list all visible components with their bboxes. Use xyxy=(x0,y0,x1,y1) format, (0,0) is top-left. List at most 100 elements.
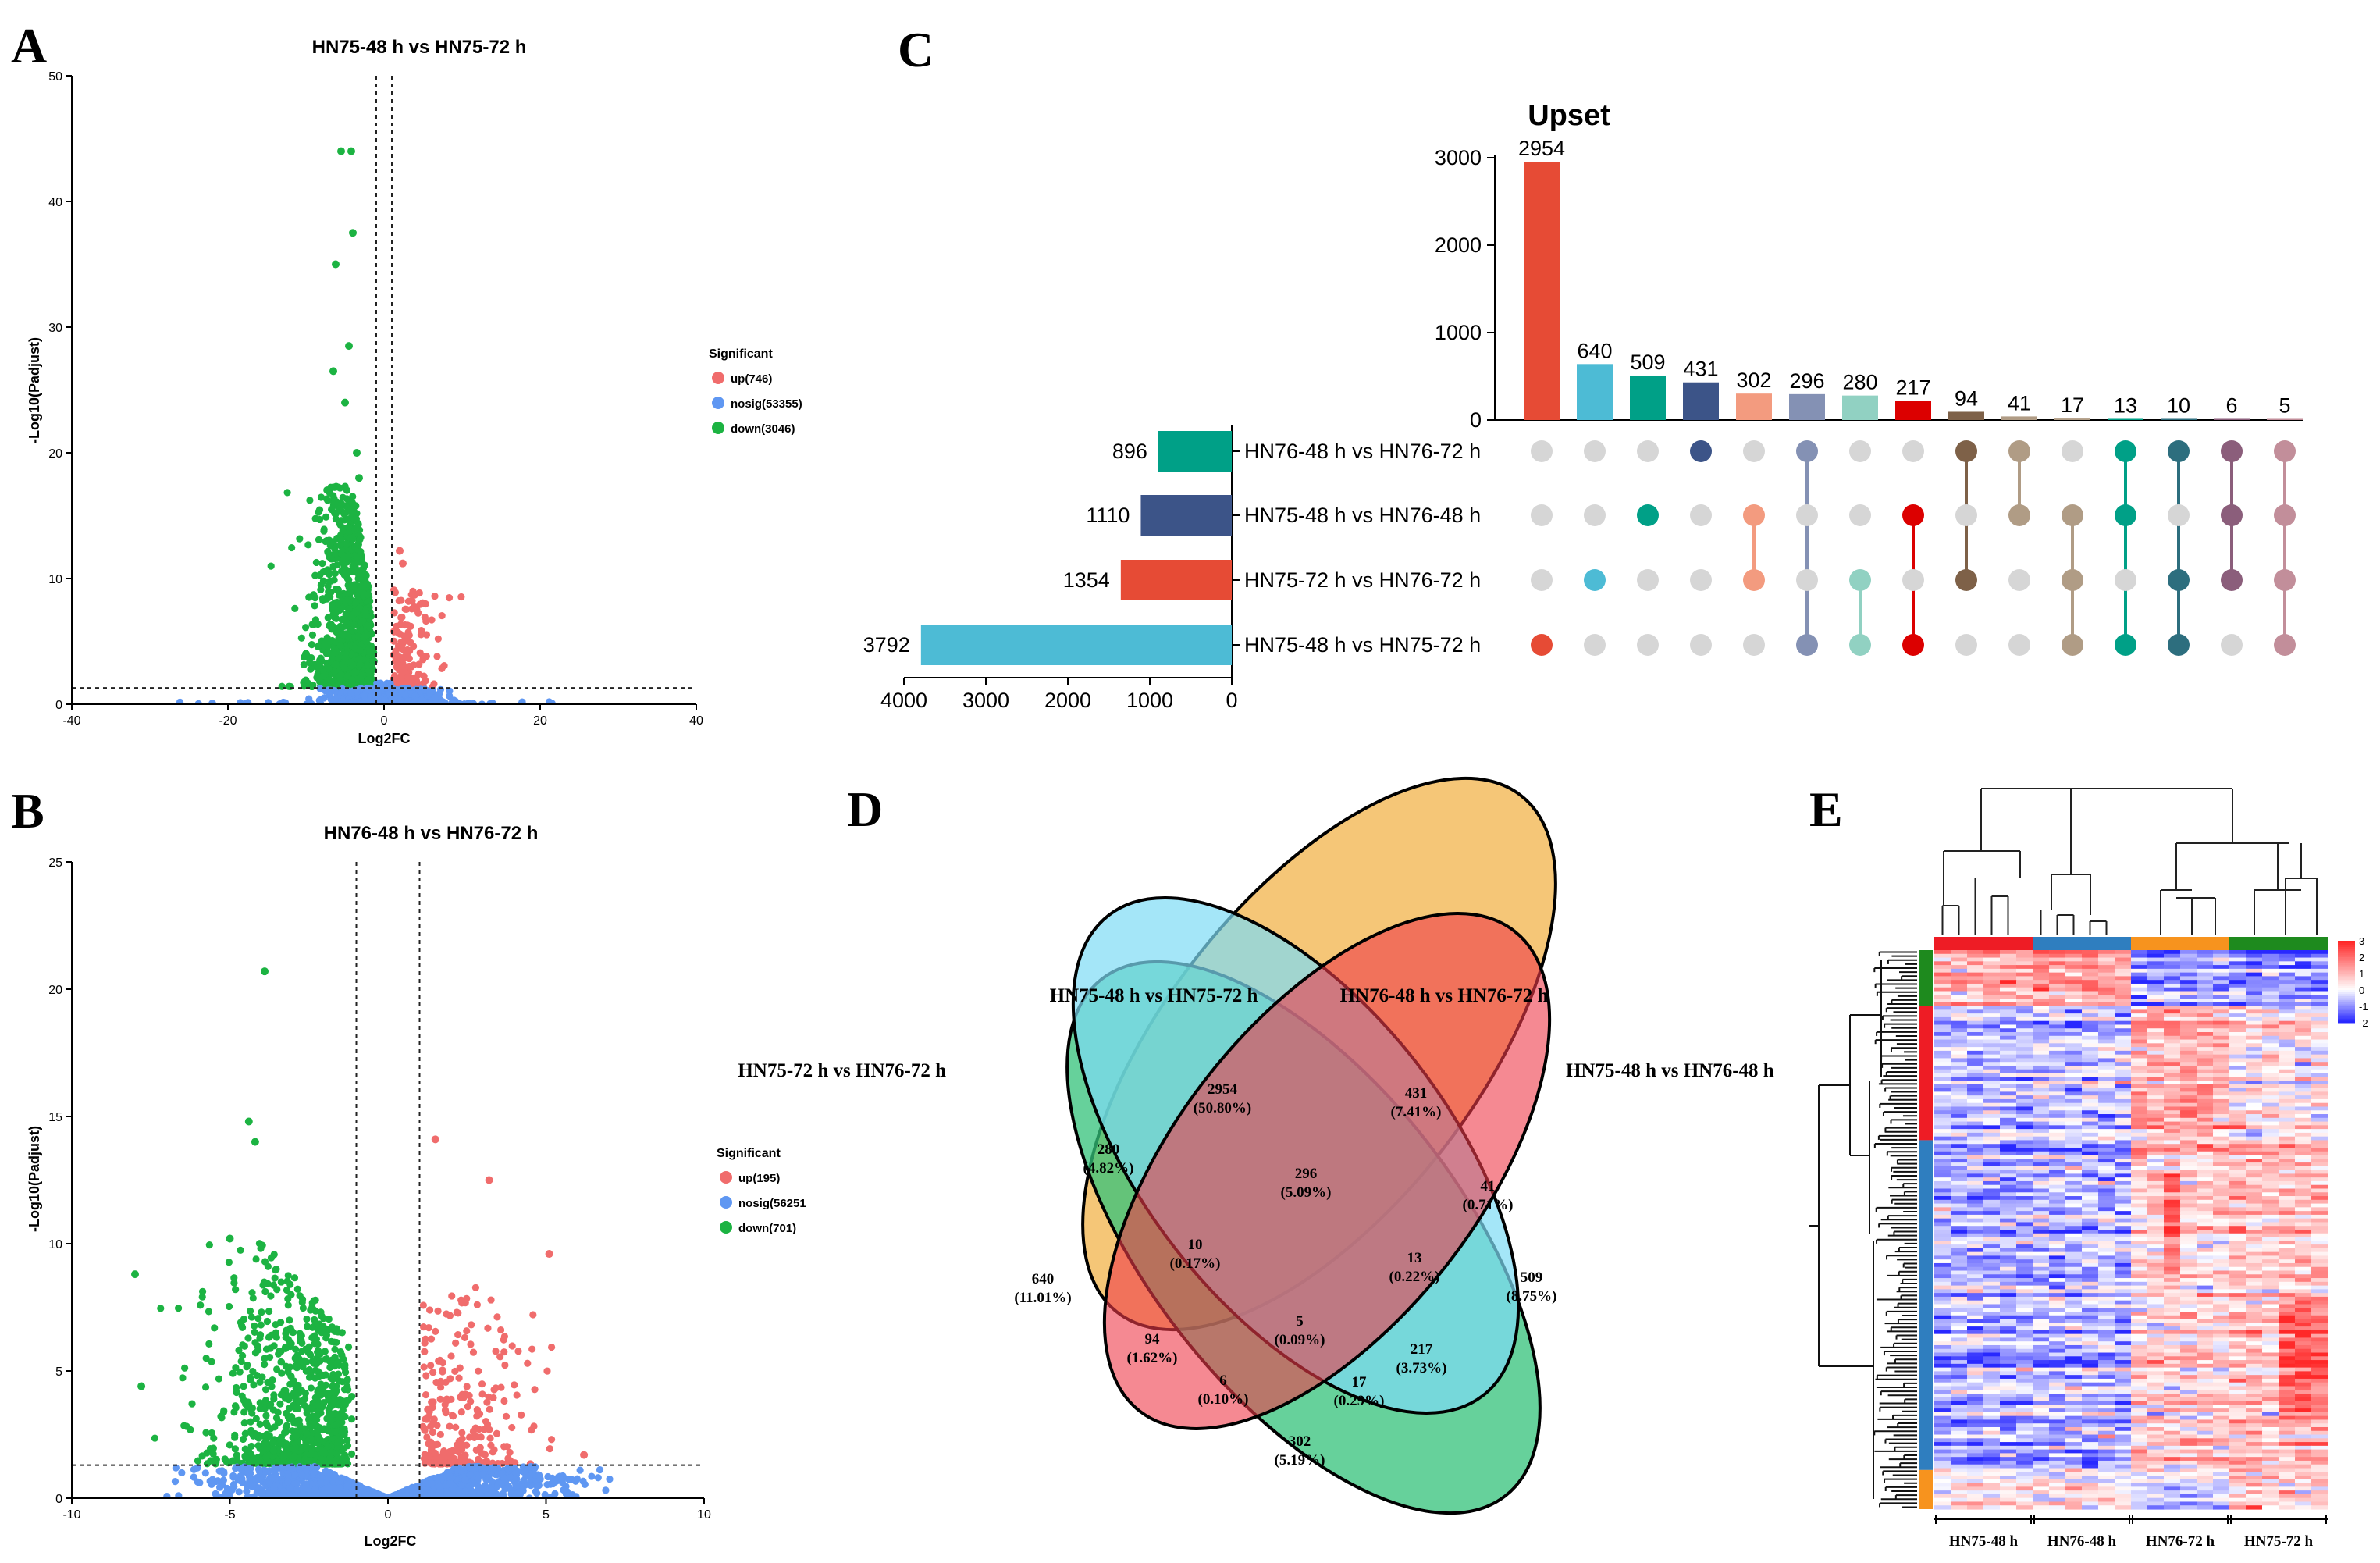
intersection-bar xyxy=(2214,418,2250,420)
data-point xyxy=(443,1490,451,1498)
x-tick-label: -10 xyxy=(62,1508,80,1522)
data-point xyxy=(447,1352,455,1360)
data-point xyxy=(344,681,352,689)
data-point xyxy=(239,1341,247,1349)
data-point xyxy=(467,1340,475,1348)
data-point xyxy=(449,1412,457,1419)
data-point xyxy=(302,650,310,658)
data-point xyxy=(340,1430,348,1439)
data-point xyxy=(249,1294,257,1302)
data-point xyxy=(279,1457,288,1465)
data-point xyxy=(428,1460,436,1468)
data-point xyxy=(336,520,343,528)
data-point xyxy=(482,1418,490,1426)
intersection-bar xyxy=(2267,418,2303,420)
matrix-dot-inactive xyxy=(1796,569,1818,591)
volcano-plot-b: HN76-48 h vs HN76-72 h -Log10(Padjust) L… xyxy=(27,823,806,1549)
matrix-dot-active xyxy=(1796,440,1818,462)
legend-item: up(195) xyxy=(738,1172,780,1185)
legend-item: down(701) xyxy=(738,1222,796,1235)
data-point xyxy=(422,1390,430,1399)
data-point xyxy=(361,561,368,569)
data-point xyxy=(356,627,364,635)
data-point xyxy=(330,606,338,614)
data-point xyxy=(392,647,400,655)
data-point xyxy=(327,555,335,563)
data-point xyxy=(344,581,352,589)
data-point xyxy=(303,1323,311,1330)
data-point xyxy=(426,689,434,696)
upset-y-tick-label: 1000 xyxy=(1435,321,1482,344)
legend-title: Significant xyxy=(717,1147,781,1160)
venn-region-count: 280 xyxy=(1098,1141,1120,1158)
intersection-value-label: 41 xyxy=(2008,391,2031,415)
data-point xyxy=(439,1358,446,1367)
data-point xyxy=(308,682,316,691)
data-point xyxy=(353,449,361,457)
data-point xyxy=(337,535,345,543)
matrix-dot-active xyxy=(1902,504,1924,526)
data-point xyxy=(325,1315,333,1323)
data-point xyxy=(465,700,473,704)
data-point xyxy=(446,1447,454,1455)
data-point xyxy=(402,634,411,642)
data-point xyxy=(226,1234,234,1243)
data-point xyxy=(431,593,439,600)
data-point xyxy=(560,1486,567,1494)
data-point xyxy=(322,513,330,521)
data-point xyxy=(468,1321,475,1329)
legend-marker xyxy=(720,1196,732,1209)
matrix-dot-inactive xyxy=(1637,569,1659,591)
y-tick-label: 15 xyxy=(48,1111,62,1124)
data-point xyxy=(317,581,325,589)
matrix-dot-active xyxy=(1796,634,1818,656)
data-point xyxy=(283,1326,290,1334)
data-point xyxy=(331,1395,339,1403)
x-tick-label: -5 xyxy=(224,1508,235,1522)
data-point xyxy=(248,1409,256,1417)
volcano-plot-a: HN75-48 h vs HN75-72 h -Log10(Padjust) L… xyxy=(27,37,802,746)
data-point xyxy=(329,1376,336,1383)
data-point xyxy=(514,1348,522,1355)
data-point xyxy=(368,1493,375,1498)
matrix-dot-active xyxy=(2274,569,2296,591)
y-tick-label: 0 xyxy=(55,1493,62,1506)
data-point xyxy=(547,1343,556,1351)
data-point xyxy=(269,1439,277,1447)
venn-region-count: 13 xyxy=(1407,1250,1422,1266)
data-point xyxy=(175,1304,183,1312)
y-tick-label: 20 xyxy=(48,984,62,997)
set-size-value: 896 xyxy=(1112,440,1147,463)
data-point xyxy=(316,571,324,579)
data-point xyxy=(478,1380,486,1388)
data-point xyxy=(429,1369,437,1376)
data-point xyxy=(334,654,342,662)
data-point xyxy=(361,571,369,579)
data-point xyxy=(252,1255,260,1263)
data-point xyxy=(171,1477,180,1486)
data-point xyxy=(242,1400,250,1408)
data-point xyxy=(311,1486,319,1494)
data-point xyxy=(235,1488,243,1496)
venn-region-percent: (7.41%) xyxy=(1391,1104,1442,1120)
data-point xyxy=(198,1293,206,1301)
matrix-dot-active xyxy=(2168,569,2190,591)
data-point xyxy=(507,1486,515,1494)
data-point xyxy=(606,1476,614,1483)
data-point xyxy=(350,621,358,629)
data-point xyxy=(265,1308,273,1316)
data-point xyxy=(293,1432,301,1440)
data-point xyxy=(270,1484,278,1492)
data-point xyxy=(339,493,347,501)
data-point xyxy=(181,1364,189,1372)
x-tick-label: -40 xyxy=(62,714,80,728)
matrix-dot-active xyxy=(2062,569,2083,591)
data-point xyxy=(420,672,428,680)
data-point xyxy=(335,673,343,681)
data-point xyxy=(285,682,293,690)
matrix-dot-active xyxy=(2274,440,2296,462)
data-point xyxy=(267,1425,275,1433)
data-point xyxy=(325,1389,333,1397)
data-point xyxy=(594,1474,602,1482)
data-point xyxy=(418,627,425,635)
